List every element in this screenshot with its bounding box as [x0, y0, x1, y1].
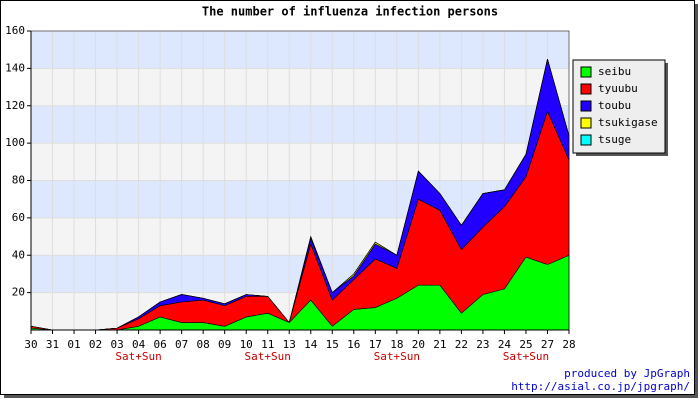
x-tick-label: 25: [519, 338, 532, 351]
x-tick-label: 24: [498, 338, 512, 351]
x-tick-label: 04: [132, 338, 146, 351]
plot-band: [31, 31, 569, 69]
x-tick-label: 31: [46, 338, 59, 351]
plot-band: [31, 143, 569, 181]
x-tick-label: 08: [197, 338, 210, 351]
plot-border: [30, 30, 570, 331]
y-tick-label: 160: [5, 24, 25, 37]
plot-band: [31, 68, 569, 106]
legend-label: tsukigase: [598, 116, 658, 129]
x-tick-label: 15: [326, 338, 339, 351]
y-tick-label: 80: [12, 174, 25, 187]
x-tick-label: 21: [433, 338, 446, 351]
y-tick-label: 100: [5, 136, 25, 149]
x-tick-label: 16: [347, 338, 360, 351]
x-tick-label: 30: [24, 338, 37, 351]
chart-title: The number of influenza infection person…: [202, 5, 498, 19]
y-tick-label: 140: [5, 61, 25, 74]
legend-label: tyuubu: [598, 82, 638, 95]
legend-swatch: [580, 83, 592, 95]
x-tick-label: 28: [562, 338, 575, 351]
x-tick-label: 03: [110, 338, 123, 351]
x-tick-note: Sat+Sun: [115, 350, 161, 363]
y-tick-label: 20: [12, 286, 25, 299]
footer: produced by JpGraph: [564, 367, 690, 380]
legend-swatch: [580, 117, 592, 129]
legend-label: seibu: [598, 65, 631, 78]
x-tick-label: 06: [153, 338, 166, 351]
x-tick-label: 17: [369, 338, 382, 351]
footer: http://asial.co.jp/jpgraph/: [511, 380, 690, 393]
y-tick-label: 40: [12, 248, 25, 261]
x-tick-note: Sat+Sun: [245, 350, 291, 363]
legend-swatch: [580, 66, 592, 78]
legend-swatch: [580, 100, 592, 112]
x-tick-label: 10: [240, 338, 253, 351]
x-tick-label: 01: [67, 338, 80, 351]
x-tick-label: 23: [476, 338, 489, 351]
y-tick-label: 120: [5, 99, 25, 112]
x-tick-label: 02: [89, 338, 102, 351]
x-tick-label: 11: [261, 338, 274, 351]
x-tick-label: 07: [175, 338, 188, 351]
x-tick-label: 27: [541, 338, 554, 351]
legend-swatch: [580, 134, 592, 146]
x-tick-note: Sat+Sun: [374, 350, 420, 363]
x-tick-label: 18: [390, 338, 403, 351]
x-tick-label: 09: [218, 338, 231, 351]
x-tick-label: 13: [283, 338, 296, 351]
x-tick-label: 22: [455, 338, 468, 351]
y-tick-label: 60: [12, 211, 25, 224]
plot-band: [31, 105, 569, 144]
x-tick-note: Sat+Sun: [503, 350, 549, 363]
x-tick-label: 14: [304, 338, 318, 351]
x-tick-label: 20: [412, 338, 425, 351]
legend-label: toubu: [598, 99, 631, 112]
legend-label: tsuge: [598, 133, 631, 146]
